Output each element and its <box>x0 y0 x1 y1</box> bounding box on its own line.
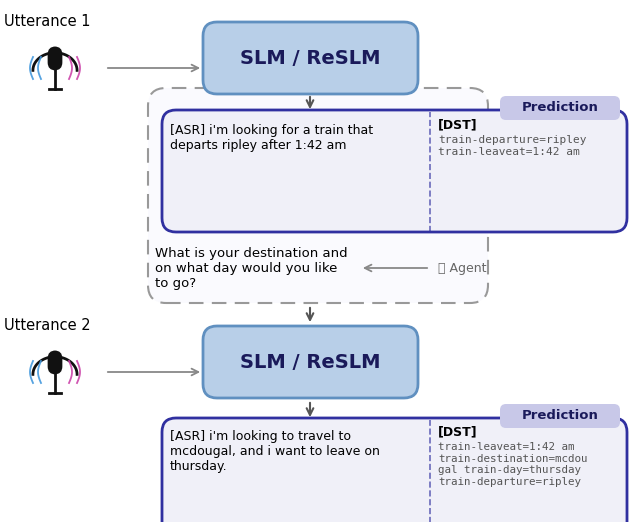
FancyBboxPatch shape <box>162 418 627 522</box>
Text: [DST]: [DST] <box>438 118 477 131</box>
Text: [DST]: [DST] <box>438 425 477 438</box>
Text: 📝 Agent: 📝 Agent <box>438 262 486 275</box>
FancyBboxPatch shape <box>148 88 488 303</box>
Text: Prediction: Prediction <box>522 101 598 114</box>
Text: train-departure=ripley
train-leaveat=1:42 am: train-departure=ripley train-leaveat=1:4… <box>438 135 586 157</box>
Text: SLM / ReSLM: SLM / ReSLM <box>240 352 380 372</box>
Text: [ASR] i'm looking for a train that
departs ripley after 1:42 am: [ASR] i'm looking for a train that depar… <box>170 124 373 152</box>
Text: Prediction: Prediction <box>522 409 598 422</box>
FancyBboxPatch shape <box>47 46 62 70</box>
Text: What is your destination and
on what day would you like
to go?: What is your destination and on what day… <box>155 247 348 290</box>
FancyBboxPatch shape <box>162 110 627 232</box>
FancyBboxPatch shape <box>203 326 418 398</box>
Text: SLM / ReSLM: SLM / ReSLM <box>240 49 380 67</box>
Text: train-leaveat=1:42 am
train-destination=mcdou
gal train-day=thursday
train-depar: train-leaveat=1:42 am train-destination=… <box>438 442 588 487</box>
Text: Utterance 1: Utterance 1 <box>4 14 90 29</box>
FancyBboxPatch shape <box>500 96 620 120</box>
FancyBboxPatch shape <box>47 350 62 374</box>
Text: [ASR] i'm looking to travel to
mcdougal, and i want to leave on
thursday.: [ASR] i'm looking to travel to mcdougal,… <box>170 430 380 473</box>
FancyBboxPatch shape <box>500 404 620 428</box>
FancyBboxPatch shape <box>203 22 418 94</box>
Text: Utterance 2: Utterance 2 <box>4 318 91 333</box>
